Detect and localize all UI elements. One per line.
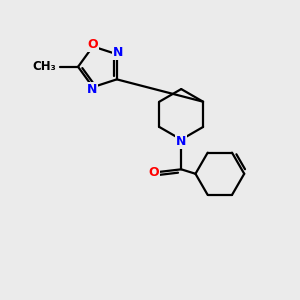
Text: N: N [176,136,186,148]
Text: N: N [113,46,124,59]
Text: O: O [88,38,98,51]
Text: N: N [87,83,97,96]
Text: O: O [148,166,159,179]
Text: CH₃: CH₃ [32,60,56,73]
